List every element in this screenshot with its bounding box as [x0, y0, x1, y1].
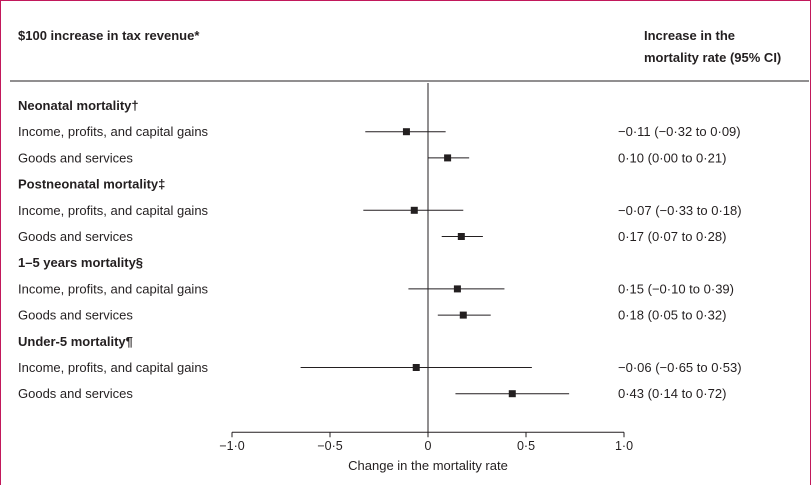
ci-text: 0·18 (0·05 to 0·32): [618, 308, 726, 323]
ci-text: 0·17 (0·07 to 0·28): [618, 229, 726, 244]
row-label: Goods and services: [18, 229, 133, 244]
header-right-line2: mortality rate (95% CI): [644, 50, 781, 65]
ci-text: 0·10 (0·00 to 0·21): [618, 150, 726, 165]
x-tick-label: 0·5: [517, 439, 535, 453]
group-title: Neonatal mortality†: [18, 98, 139, 113]
point-estimate: [402, 128, 410, 136]
point-estimate: [444, 154, 452, 162]
point-estimate: [457, 233, 465, 240]
group-title: 1–5 years mortality§: [18, 255, 143, 270]
x-tick-label: −1·0: [219, 439, 244, 453]
row-label: Goods and services: [18, 150, 133, 165]
group-title: Postneonatal mortality‡: [18, 177, 165, 192]
row-label: Income, profits, and capital gains: [18, 281, 209, 296]
row-label: Goods and services: [18, 308, 133, 323]
row-label: Income, profits, and capital gains: [18, 124, 209, 139]
point-estimate: [453, 285, 461, 293]
row-label: Income, profits, and capital gains: [18, 360, 209, 375]
x-tick-label: 1·0: [615, 439, 633, 453]
x-axis-label: Change in the mortality rate: [348, 458, 508, 473]
row-label: Goods and services: [18, 386, 133, 401]
point-estimate: [412, 364, 420, 371]
point-estimate: [459, 311, 467, 319]
ci-text: −0·06 (−0·65 to 0·53): [618, 360, 742, 375]
header-right-line1: Increase in the: [644, 28, 735, 43]
ci-text: 0·43 (0·14 to 0·72): [618, 386, 726, 401]
header-left: $100 increase in tax revenue*: [18, 28, 200, 43]
row-label: Income, profits, and capital gains: [18, 203, 209, 218]
group-title: Under-5 mortality¶: [18, 334, 133, 349]
ci-text: 0·15 (−0·10 to 0·39): [618, 281, 734, 296]
x-tick-label: 0: [425, 439, 432, 453]
point-estimate: [410, 206, 418, 214]
x-tick-label: −0·5: [317, 439, 342, 453]
ci-text: −0·07 (−0·33 to 0·18): [618, 203, 742, 218]
ci-text: −0·11 (−0·32 to 0·09): [618, 124, 741, 139]
point-estimate: [508, 390, 516, 398]
